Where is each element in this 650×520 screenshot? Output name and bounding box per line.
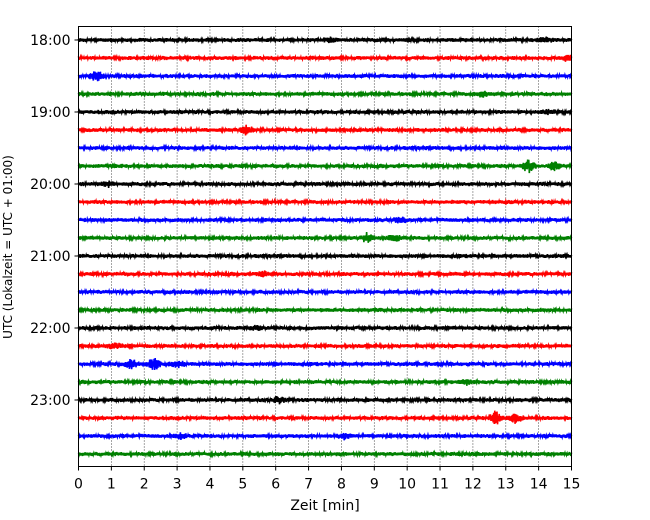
- trace-2245: [77, 377, 573, 387]
- x-tick-label: 6: [271, 477, 280, 493]
- trace-2000: [77, 179, 573, 189]
- trace-1845: [77, 89, 573, 99]
- x-tick-label: 5: [238, 477, 247, 493]
- x-tick-label: 1: [107, 477, 116, 493]
- y-tick-label: 23:00: [30, 393, 70, 409]
- y-tick-label: 19:00: [30, 105, 70, 121]
- trace-1830: [77, 71, 573, 82]
- trace-2045: [77, 231, 573, 243]
- trace-2145: [77, 305, 573, 315]
- x-tick-label: 14: [530, 477, 548, 493]
- seismic-traces: [77, 35, 573, 459]
- y-tick-label: 22:00: [30, 321, 70, 337]
- x-tick-label: 13: [497, 477, 515, 493]
- trace-1815: [77, 53, 573, 63]
- trace-1915: [77, 124, 573, 136]
- trace-2200: [77, 323, 573, 333]
- x-tick-label: 11: [431, 477, 449, 493]
- x-tick-label: 9: [370, 477, 379, 493]
- trace-2330: [77, 431, 573, 441]
- y-axis-label: UTC (Lokalzeit = UTC + 01:00): [1, 155, 15, 339]
- x-tick-label: 8: [337, 477, 346, 493]
- grid-lines: [111, 26, 539, 467]
- x-axis-ticks: 0 1 2 3 4 5 6 7 8 9 10 11 12 13 14 15: [74, 466, 581, 493]
- trace-1945: [77, 159, 573, 174]
- trace-2230: [77, 357, 573, 370]
- trace-2215: [77, 341, 573, 351]
- plot-frame: [78, 26, 572, 467]
- trace-2030: [77, 215, 573, 225]
- x-tick-label: 0: [74, 477, 83, 493]
- y-tick-label: 20:00: [30, 177, 70, 193]
- trace-1900: [77, 107, 573, 117]
- x-tick-label: 10: [398, 477, 416, 493]
- x-tick-label: 3: [173, 477, 182, 493]
- x-axis-label: Zeit [min]: [290, 498, 359, 514]
- trace-1800: [77, 35, 573, 45]
- x-tick-label: 4: [206, 477, 215, 493]
- trace-2100: [77, 251, 573, 261]
- trace-1930: [77, 143, 573, 153]
- x-tick-label: 15: [563, 477, 581, 493]
- x-tick-label: 2: [140, 477, 149, 493]
- trace-2300: [77, 395, 573, 405]
- y-tick-label: 18:00: [30, 33, 70, 49]
- trace-2315: [77, 410, 573, 425]
- trace-2345: [77, 449, 573, 459]
- trace-2130: [77, 287, 573, 297]
- x-tick-label: 12: [464, 477, 482, 493]
- y-axis-ticks: 18:00 19:00 20:00 21:00 22:00 23:00: [30, 33, 79, 409]
- y-tick-label: 21:00: [30, 249, 70, 265]
- trace-2015: [77, 197, 573, 207]
- x-tick-label: 7: [304, 477, 313, 493]
- trace-2115: [77, 269, 573, 279]
